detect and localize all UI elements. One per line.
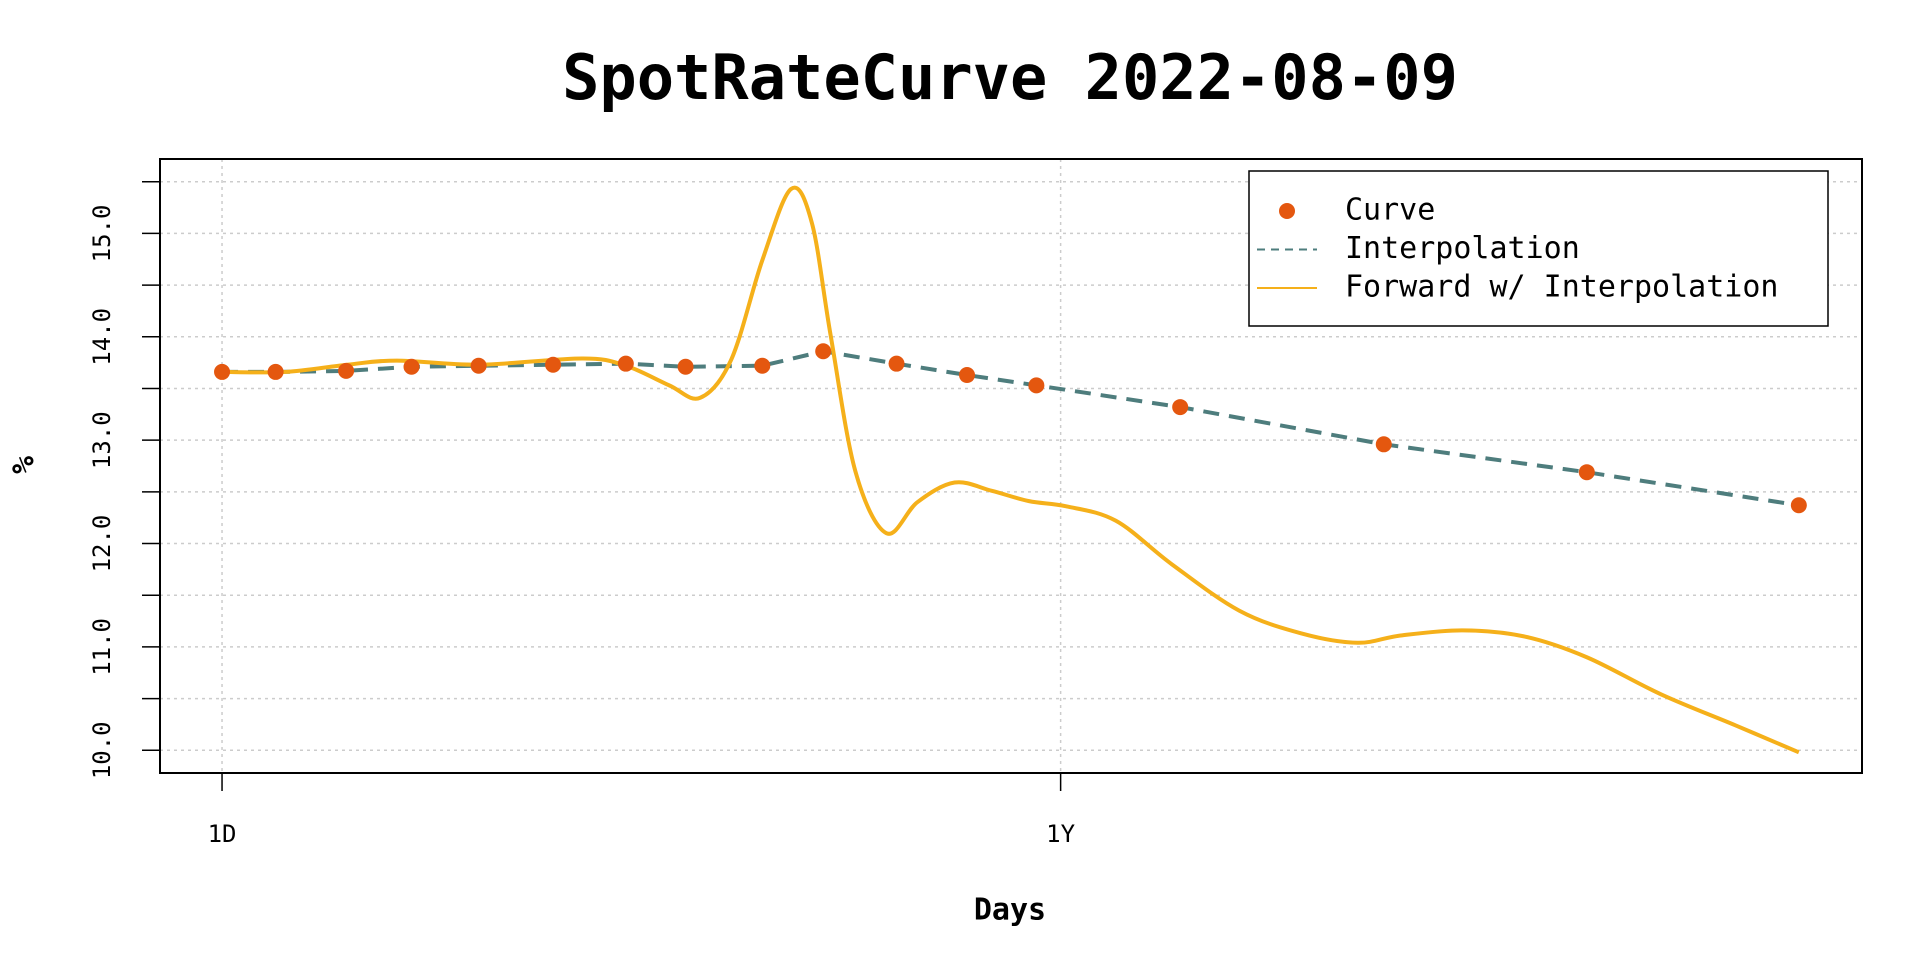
curve-point	[888, 355, 905, 372]
legend-label: Forward w/ Interpolation	[1345, 270, 1778, 305]
series-line	[222, 349, 1800, 508]
curve-point	[1790, 497, 1807, 514]
curve-point	[754, 357, 771, 374]
curve-point	[338, 362, 355, 379]
y-tick-label: 13.0	[88, 411, 116, 469]
curve-point	[815, 343, 832, 360]
legend-label: Interpolation	[1345, 231, 1580, 266]
legend-box	[1248, 170, 1829, 327]
y-tick-label: 10.0	[88, 721, 116, 779]
y-tick-label: 14.0	[88, 308, 116, 366]
curve-point	[677, 358, 694, 375]
y-tick-label: 15.0	[88, 205, 116, 263]
curve-point	[545, 356, 562, 373]
y-axis-label: %	[7, 456, 42, 474]
curve-point	[1172, 399, 1189, 416]
y-tick-label: 12.0	[88, 515, 116, 573]
curve-point	[1578, 464, 1595, 481]
legend-label: Curve	[1345, 193, 1435, 228]
legend-marker	[1279, 203, 1295, 219]
curve-point	[403, 358, 420, 375]
plot-frame	[159, 158, 1863, 774]
x-tick-label: 1D	[208, 820, 237, 848]
curve-point	[617, 355, 634, 372]
x-axis-label: Days	[974, 893, 1046, 928]
curve-point	[214, 363, 231, 380]
curve-point	[470, 357, 487, 374]
curve-point	[1375, 436, 1392, 453]
curve-point	[959, 367, 976, 384]
x-tick-label: 1Y	[1046, 820, 1075, 848]
curve-point	[267, 363, 284, 380]
chart-title: SpotRateCurve 2022-08-09	[562, 41, 1458, 114]
series-line	[222, 185, 1800, 755]
y-tick-label: 11.0	[88, 618, 116, 676]
curve-point	[1028, 377, 1045, 394]
